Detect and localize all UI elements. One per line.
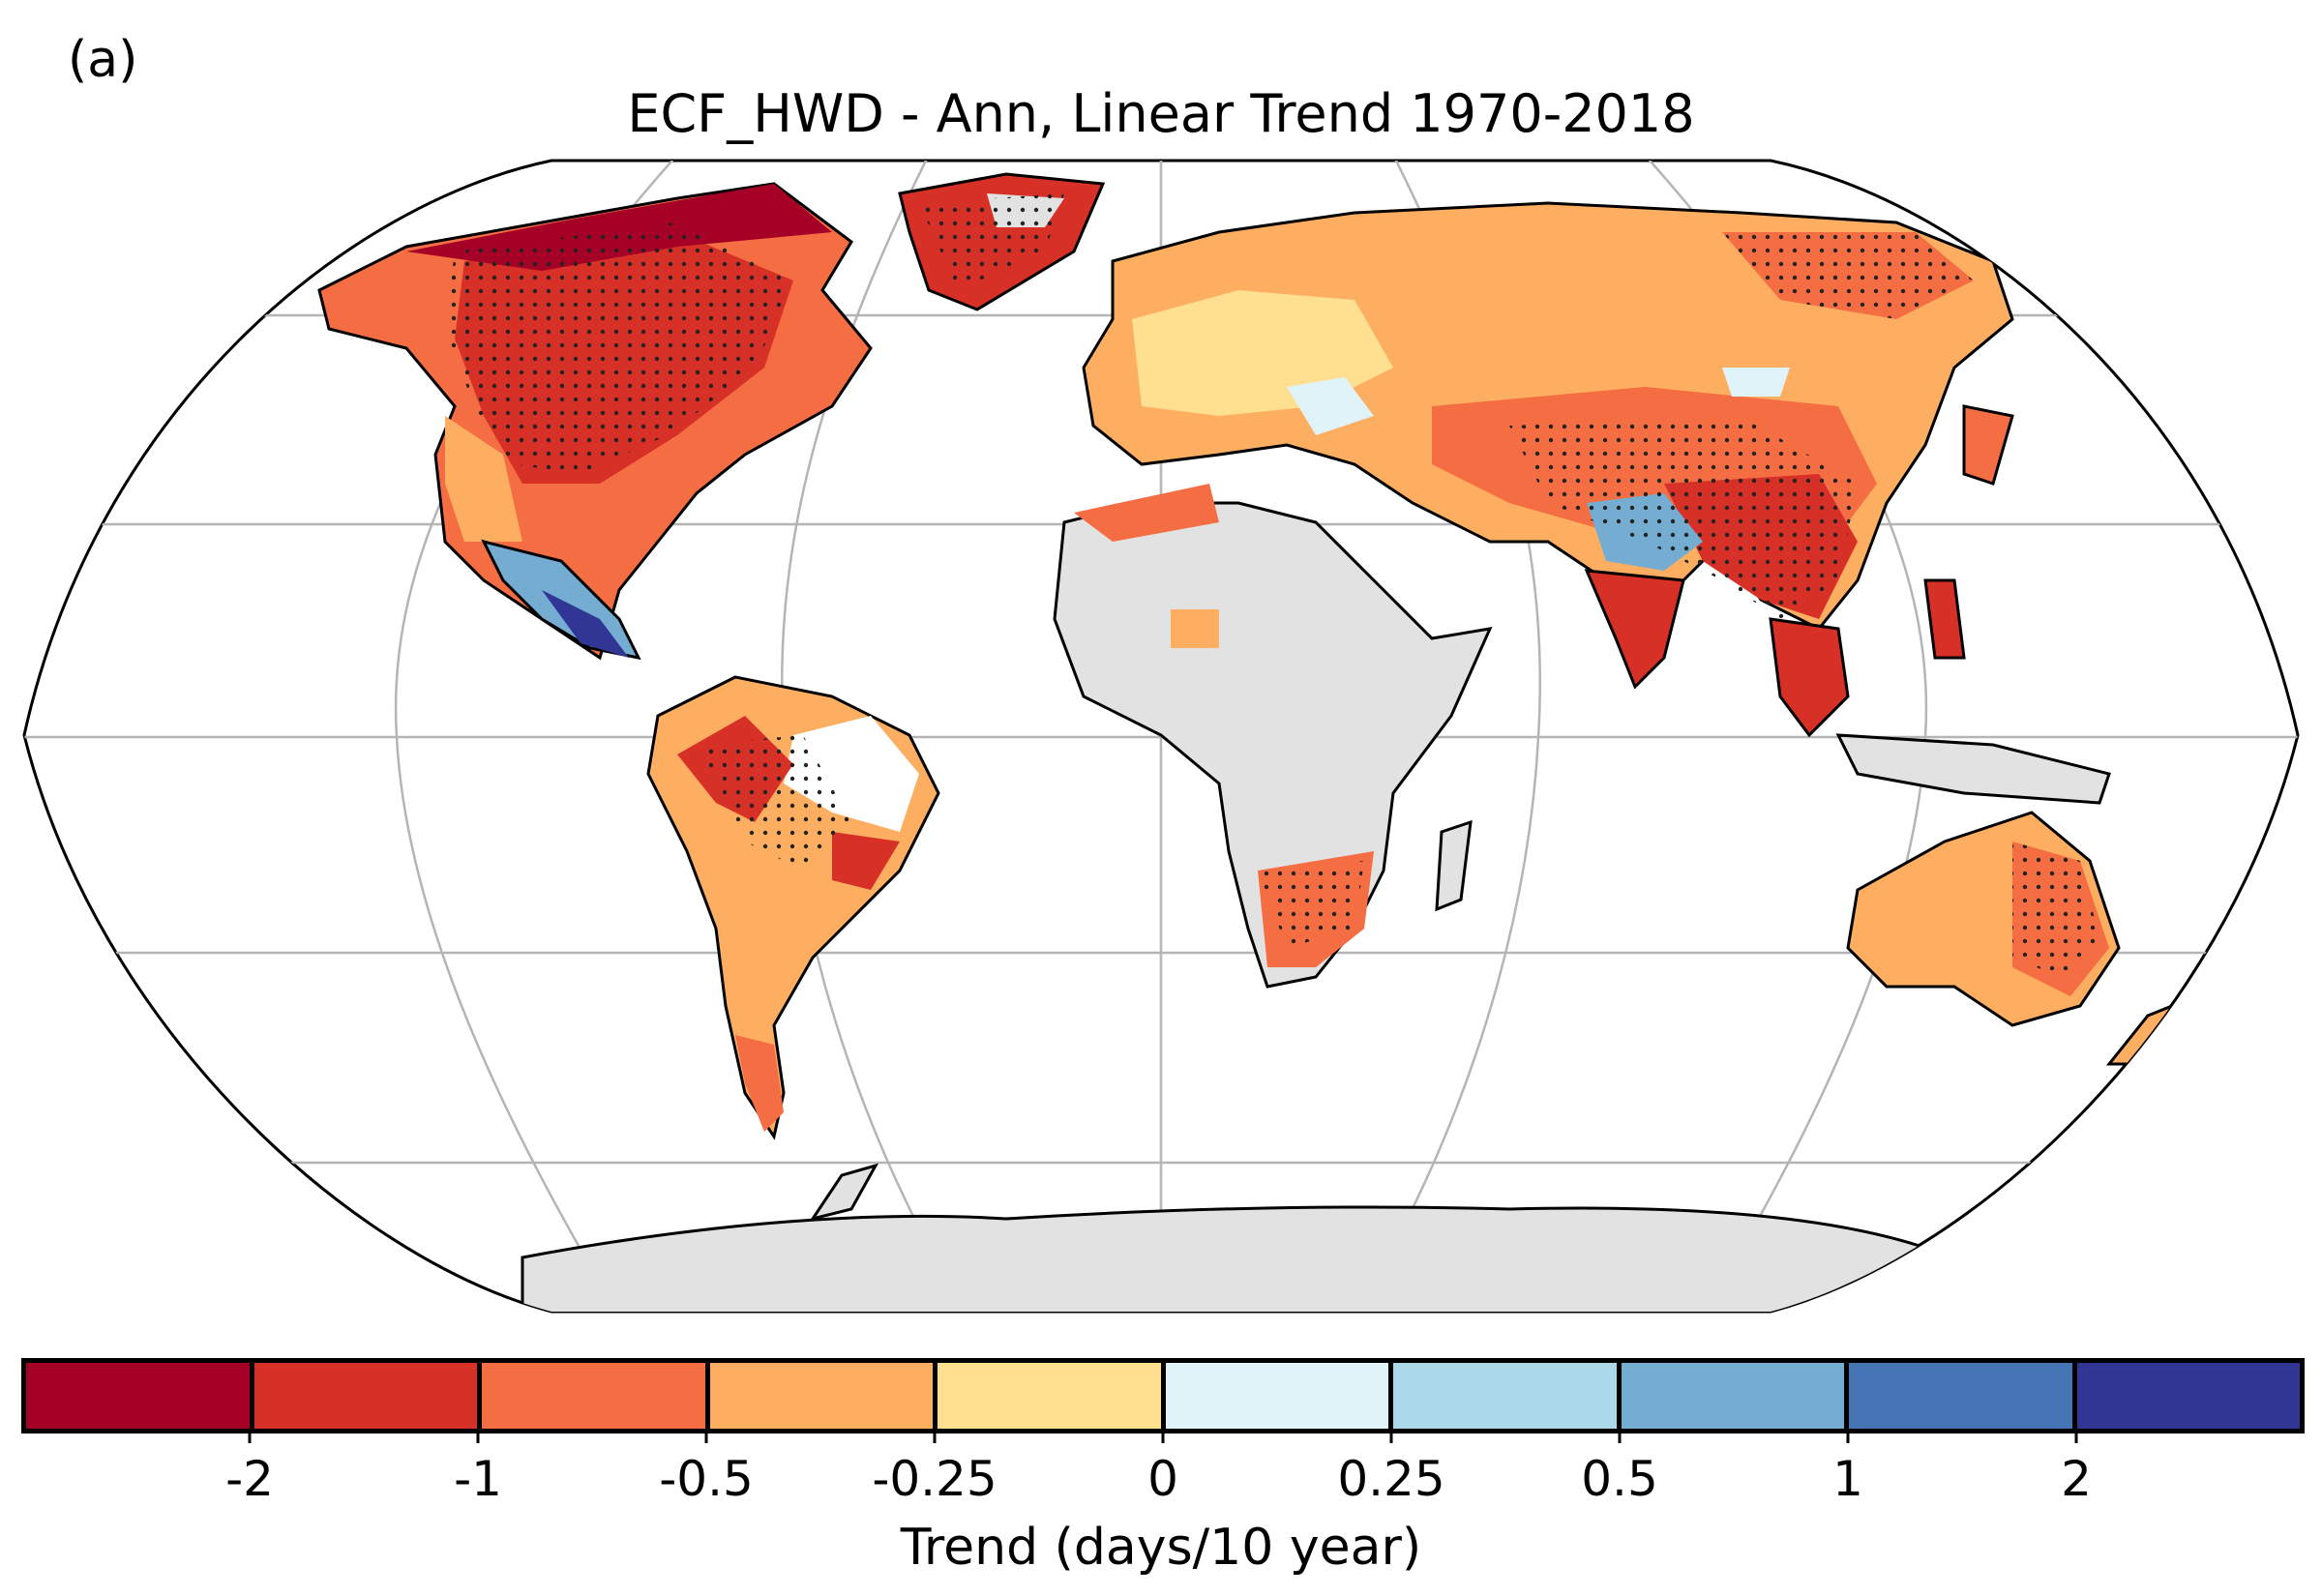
panel-label: (a) xyxy=(68,31,138,89)
usa-west xyxy=(445,416,522,542)
colorbar-tick-label: 0 xyxy=(1147,1451,1178,1507)
colorbar-tick-label: -0.25 xyxy=(872,1451,997,1507)
colorbar-segment xyxy=(26,1363,254,1429)
colorbar-tick-mark xyxy=(476,1433,480,1443)
colorbar xyxy=(21,1358,2305,1433)
colorbar-segment xyxy=(253,1363,482,1429)
colorbar-tick-label: 0.25 xyxy=(1337,1451,1445,1507)
philippines xyxy=(1923,578,1966,660)
mongolia-white xyxy=(1722,368,1790,397)
colorbar-tick-label: -0.5 xyxy=(659,1451,754,1507)
colorbar-tick-mark xyxy=(1846,1433,1850,1443)
colorbar-segment xyxy=(1849,1363,2077,1429)
map-title: ECF_HWD - Ann, Linear Trend 1970-2018 xyxy=(627,83,1695,144)
colorbar-tick-mark xyxy=(1161,1433,1165,1443)
antarctica xyxy=(521,1205,1928,1312)
colorbar-segment xyxy=(482,1363,710,1429)
colorbar-tick-label: -1 xyxy=(454,1451,502,1507)
colorbar-tick-mark xyxy=(2074,1433,2078,1443)
colorbar-tick-mark xyxy=(704,1433,708,1443)
significance-stippling xyxy=(445,193,2099,977)
colorbar-tick-mark xyxy=(248,1433,252,1443)
southeast-asia xyxy=(1769,617,1850,738)
madagascar xyxy=(1435,819,1473,912)
colorbar-tick-label: -2 xyxy=(225,1451,274,1507)
colorbar-segment xyxy=(2076,1363,2300,1429)
colorbar-tick-label: 1 xyxy=(1832,1451,1863,1507)
north-africa-coast xyxy=(1074,484,1219,542)
brazil-east xyxy=(832,832,900,890)
mexico-south xyxy=(542,590,629,658)
colorbar-tick-label: 0.5 xyxy=(1581,1451,1658,1507)
colorbar-segment xyxy=(1165,1363,1393,1429)
indonesia xyxy=(1835,733,2111,805)
colorbar-segment xyxy=(938,1363,1166,1429)
colorbar-tick-mark xyxy=(1618,1433,1622,1443)
colorbar-tick-mark xyxy=(933,1433,937,1443)
colorbar-tick-mark xyxy=(1389,1433,1393,1443)
colorbar-tick-label: 2 xyxy=(2061,1451,2092,1507)
india xyxy=(1584,569,1685,690)
colorbar-segment xyxy=(1621,1363,1849,1429)
patagonia xyxy=(735,1035,784,1132)
japan xyxy=(1962,404,2014,486)
colorbar-segment xyxy=(709,1363,938,1429)
colorbar-label: Trend (days/10 year) xyxy=(900,1519,1422,1577)
anatolia-blue xyxy=(1287,377,1374,435)
antarctic-peninsula xyxy=(809,1163,879,1222)
colorbar-segment xyxy=(1393,1363,1622,1429)
africa xyxy=(1053,501,1493,989)
west-africa-patch xyxy=(1171,609,1219,648)
